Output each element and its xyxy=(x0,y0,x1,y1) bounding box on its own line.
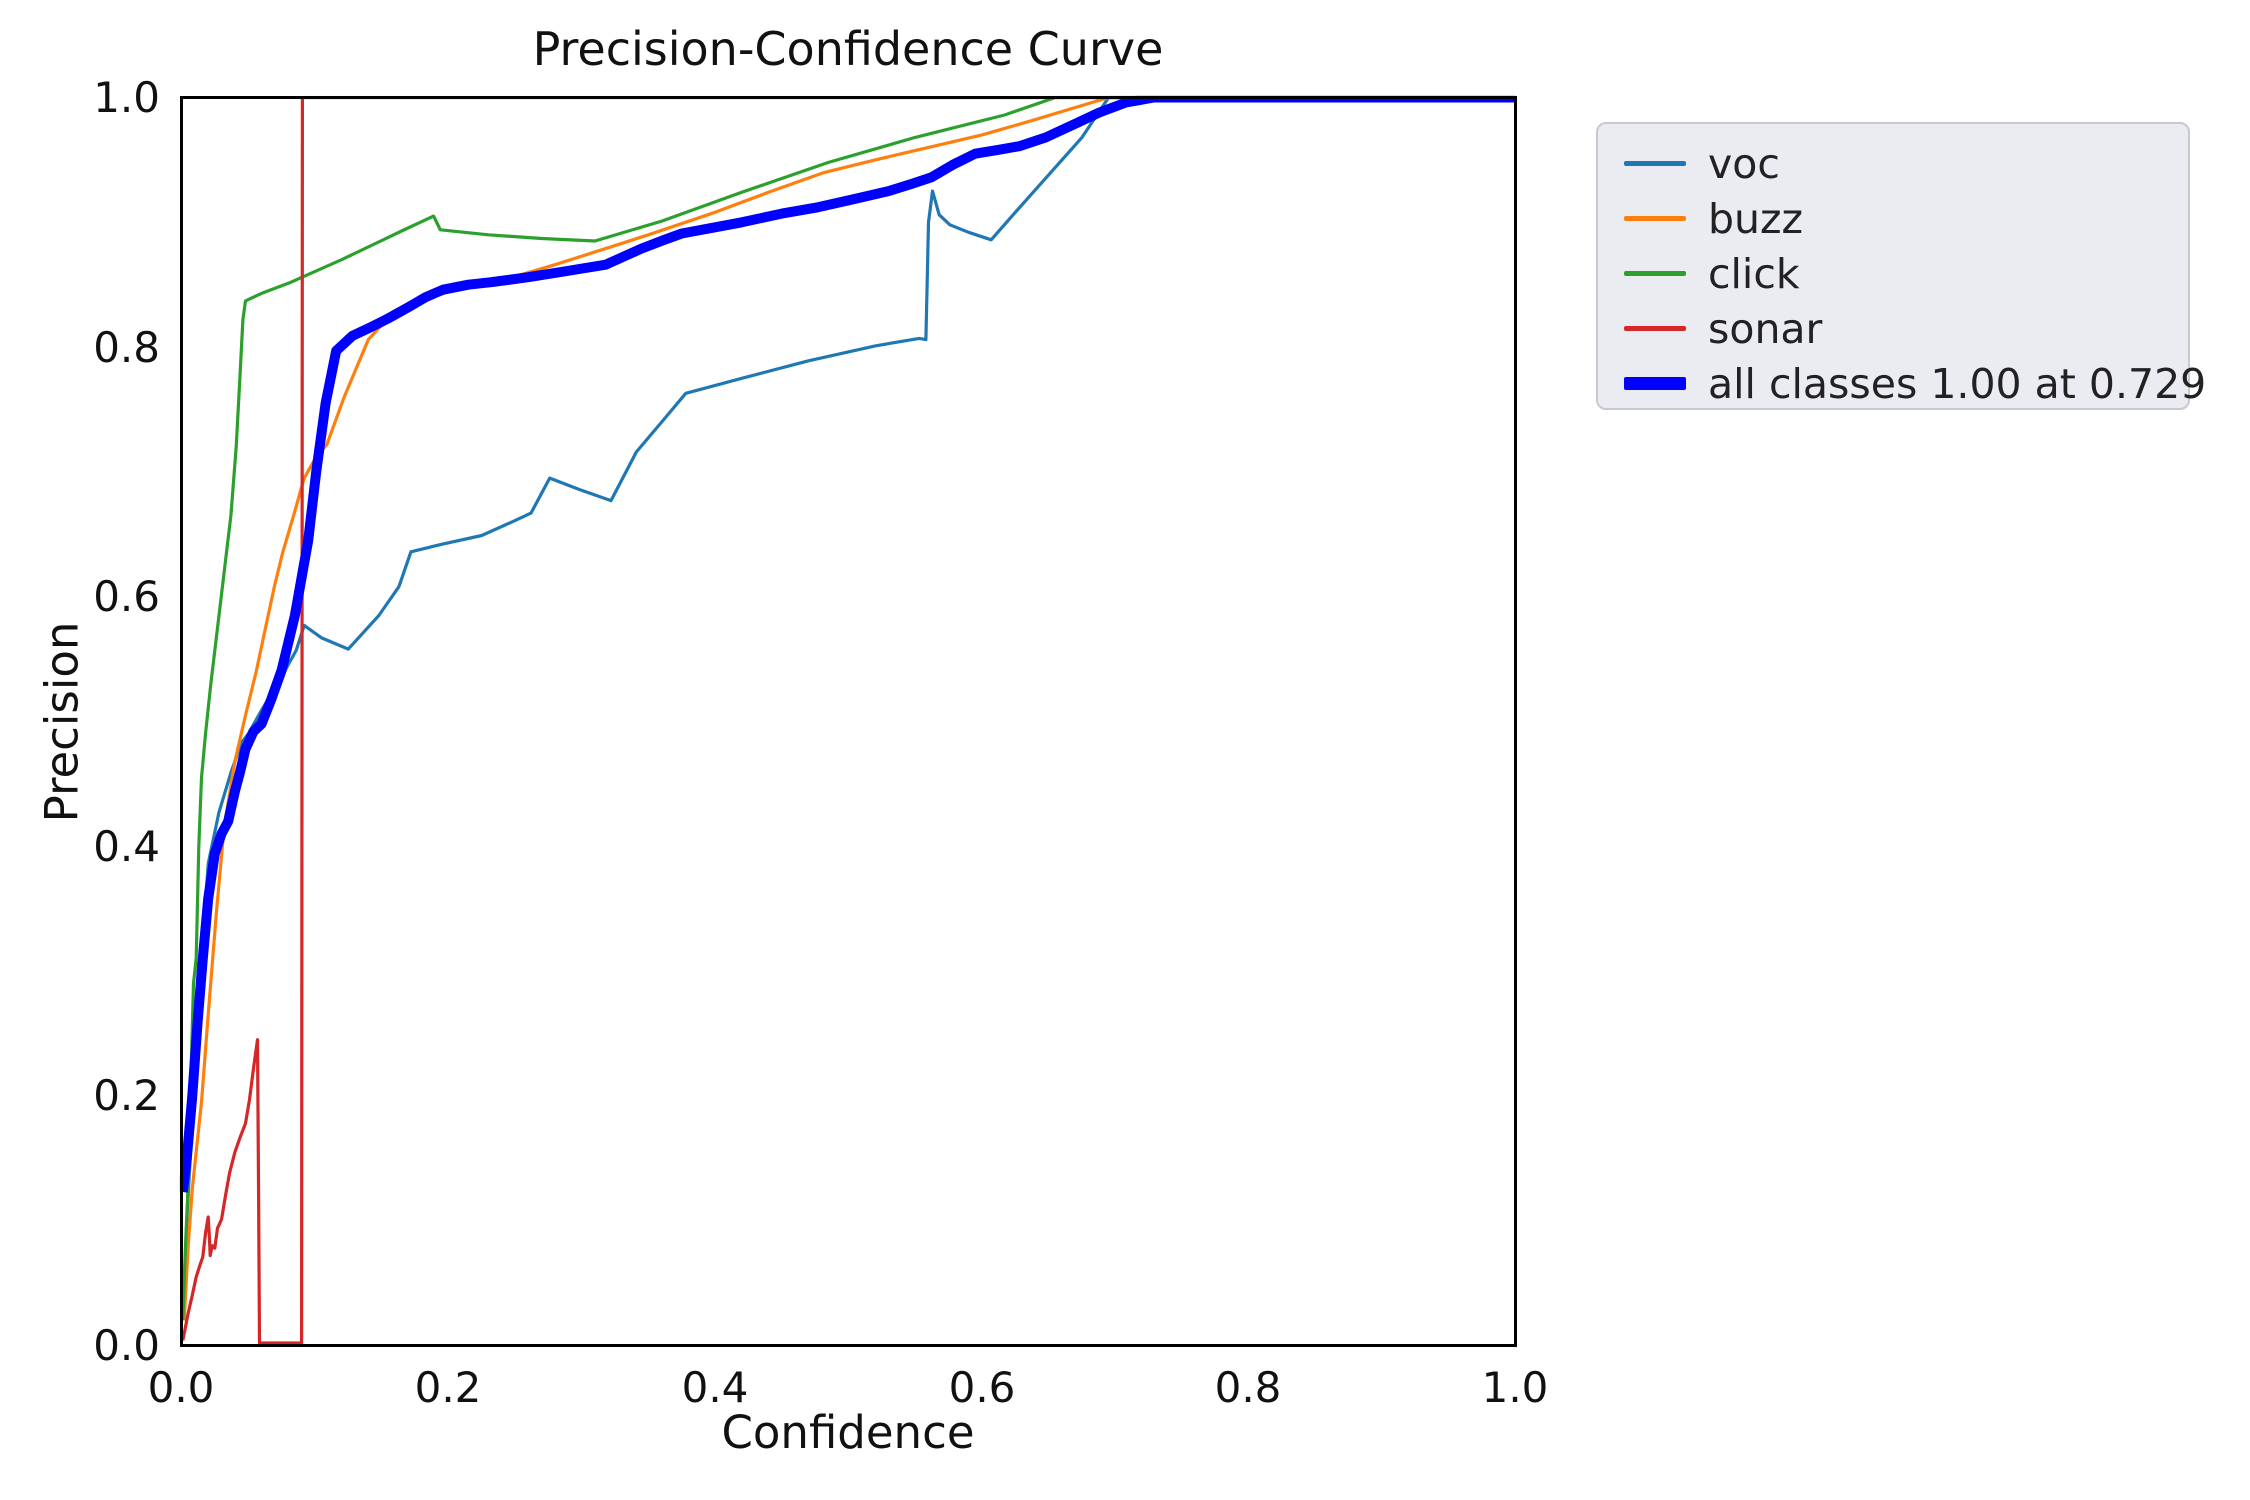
x-tick-label: 0.8 xyxy=(1214,1363,1282,1412)
legend-label: buzz xyxy=(1708,194,1804,243)
x-tick-label: 0.4 xyxy=(681,1363,749,1412)
y-tick-label: 0.4 xyxy=(93,822,160,871)
y-tick-label: 0.0 xyxy=(93,1321,160,1370)
legend-swatch xyxy=(1624,216,1686,221)
series-all xyxy=(179,95,1516,1193)
y-tick-label: 0.8 xyxy=(93,323,160,372)
x-tick-label: 0.2 xyxy=(414,1363,482,1412)
chart-title: Precision-Confidence Curve xyxy=(532,22,1164,76)
y-tick-label: 1.0 xyxy=(93,73,160,122)
legend-label: all classes 1.00 at 0.729 xyxy=(1708,359,2207,408)
y-axis-label: Precision xyxy=(35,621,89,823)
axes-frame xyxy=(180,96,1517,1347)
legend-label: click xyxy=(1708,249,1800,298)
series-sonar xyxy=(181,95,1516,1345)
legend-item: buzz xyxy=(1624,191,2188,246)
series-buzz xyxy=(182,95,1516,1321)
legend-item: all classes 1.00 at 0.729 xyxy=(1624,356,2206,411)
x-tick-label: 0.6 xyxy=(948,1363,1016,1412)
series-voc xyxy=(182,95,1516,1284)
legend-swatch xyxy=(1624,161,1686,166)
x-tick-label: 0.0 xyxy=(147,1363,215,1412)
legend: voc buzz click sonar all classes 1.00 at… xyxy=(1596,122,2206,411)
y-tick-label: 0.2 xyxy=(93,1071,160,1120)
x-axis-label: Confidence xyxy=(721,1406,975,1459)
series-click xyxy=(181,95,1516,1321)
legend-item: voc xyxy=(1624,136,2188,191)
legend-swatch xyxy=(1624,271,1686,276)
legend-swatch xyxy=(1624,326,1686,331)
legend-swatch xyxy=(1624,377,1686,390)
x-tick-label: 1.0 xyxy=(1481,1363,1549,1412)
legend-item: sonar xyxy=(1624,301,2188,356)
legend-label: voc xyxy=(1708,139,1780,188)
y-tick-label: 0.6 xyxy=(93,572,160,621)
legend-item: click xyxy=(1624,246,2188,301)
legend-label: sonar xyxy=(1708,304,1823,353)
